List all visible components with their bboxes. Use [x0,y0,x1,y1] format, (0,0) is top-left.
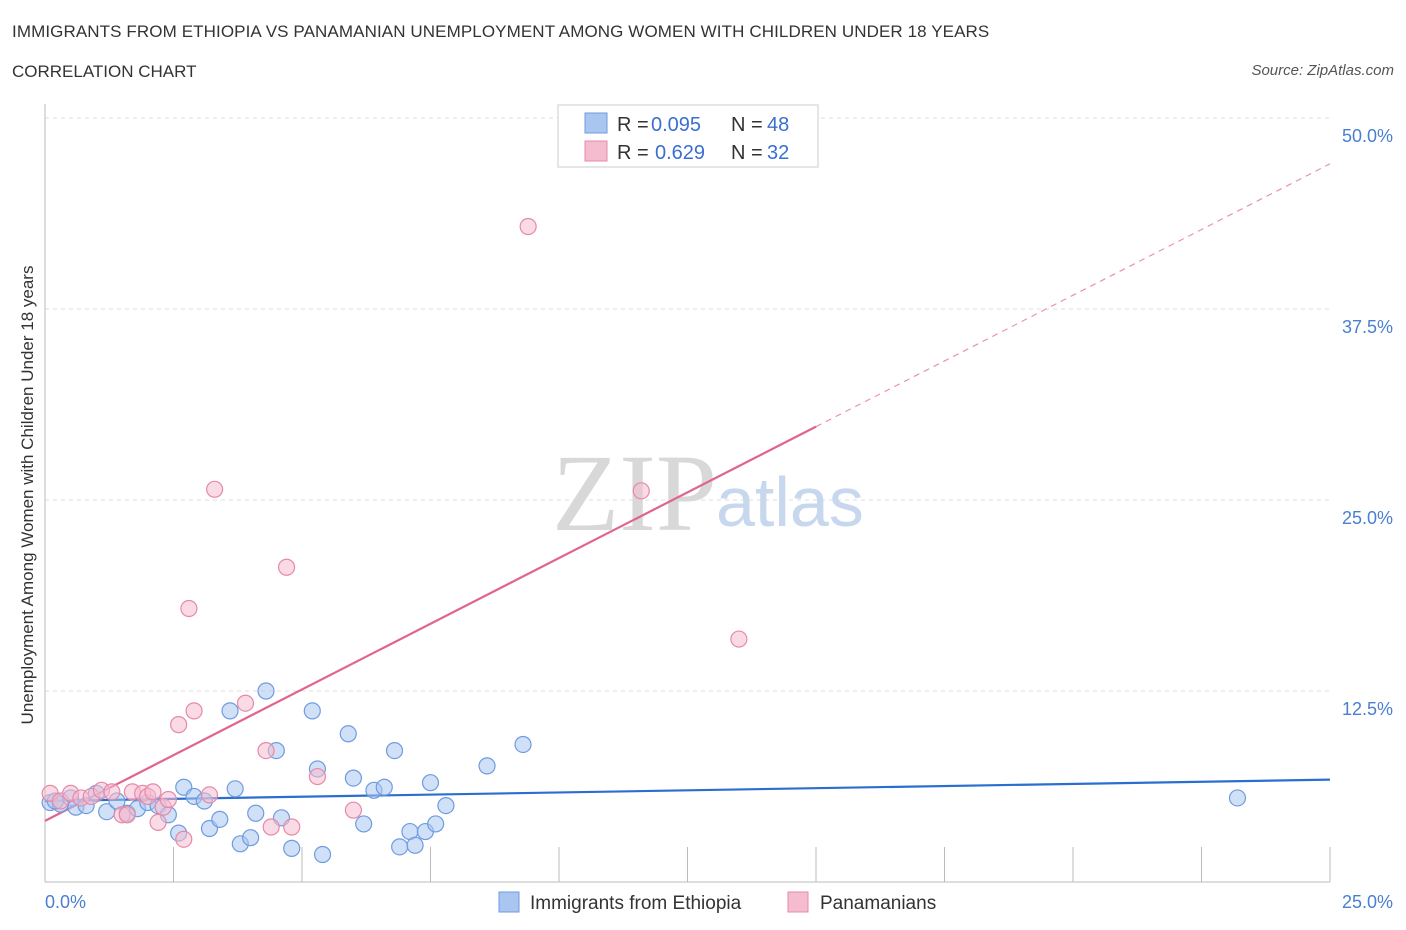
panamanian-point-23 [262,818,280,836]
series-legend: Immigrants from Ethiopia Panamanians [498,891,936,914]
panamanian-point-16 [170,716,188,734]
legend-r-label-panamanians: R = [617,142,649,164]
ethiopia-point-20 [226,780,244,798]
panamanian-point-25 [283,818,301,836]
ethiopia-point-37 [391,838,409,856]
watermark: ZIP atlas [552,432,864,554]
x-tick-label-min: 0.0% [45,892,86,912]
panamanian-point-22 [236,694,255,712]
ethiopia-point-27 [283,839,301,857]
ethiopia-point-30 [313,845,332,864]
y-tick-label-2: 37.5% [1342,317,1393,337]
ethiopia-point-46 [1228,789,1247,807]
panamanian-point-26 [308,767,327,786]
panamanian-point-24 [277,558,296,576]
legend-n-value-ethiopia: 48 [767,114,789,136]
trend-line-1 [44,425,817,822]
panamanian-point-6 [103,783,121,801]
ethiopia-point-18 [211,810,229,828]
ethiopia-point-41 [421,774,440,792]
panamanian-point-21 [206,480,224,498]
ethiopia-point-42 [427,815,445,833]
ethiopia-point-32 [344,769,362,787]
chart-title: IMMIGRANTS FROM ETHIOPIA VS PANAMANIAN U… [12,22,990,41]
x-axis-ticks [44,847,1331,882]
ethiopia-point-45 [514,735,532,754]
ethiopia-point-23 [247,804,265,822]
panamanian-point-15 [159,790,177,809]
data-points [41,217,1247,864]
legend-r-value-ethiopia: 0.095 [651,114,701,136]
source-label: Source: ZipAtlas.com [1251,62,1394,79]
bottom-legend-label-panamanians: Panamanians [820,893,936,914]
trend-line-0 [44,778,1331,803]
y-tick-labels: 12.5% 25.0% 37.5% 50.0% [1342,126,1393,719]
panamanian-point-13 [149,813,167,832]
panamanian-point-20 [200,786,219,804]
bottom-legend-swatch-panamanians [787,891,809,913]
bottom-legend-label-ethiopia: Immigrants from Ethiopia [530,893,742,914]
legend-swatch-ethiopia [584,112,608,134]
ethiopia-point-28 [303,702,321,720]
stats-legend: R = 0.095 N = 48 R = 0.629 N = 32 [557,104,819,168]
legend-n-label-ethiopia: N = [731,114,763,136]
watermark-atlas: atlas [716,463,864,541]
ethiopia-point-19 [221,702,239,720]
ethiopia-point-43 [437,796,455,815]
panamanian-point-12 [144,783,162,801]
ethiopia-point-33 [355,815,373,833]
panamanian-point-18 [180,599,198,618]
ethiopia-point-24 [257,682,275,700]
legend-r-label-ethiopia: R = [617,114,649,136]
legend-n-label-panamanians: N = [731,142,763,164]
legend-n-value-panamanians: 32 [767,142,789,164]
chart-subtitle: CORRELATION CHART [12,62,197,81]
ethiopia-point-22 [242,829,260,847]
panamanian-point-28 [519,217,537,236]
trend-lines [44,163,1331,822]
ethiopia-point-39 [406,836,424,854]
legend-swatch-panamanians [584,140,608,162]
bottom-legend-swatch-ethiopia [498,891,520,913]
trend-line-extension-1 [815,163,1331,428]
ethiopia-point-44 [478,757,496,775]
panamanian-point-8 [118,806,136,824]
y-tick-label-1: 25.0% [1342,508,1393,528]
panamanian-point-27 [344,801,362,819]
panamanian-point-30 [257,741,275,760]
panamanian-point-19 [185,702,203,720]
y-tick-label-0: 12.5% [1342,699,1393,719]
grid-lines [45,117,1330,692]
ethiopia-point-35 [375,778,393,796]
y-tick-label-3: 50.0% [1342,126,1393,146]
panamanian-point-29 [632,482,650,500]
legend-r-value-panamanians: 0.629 [655,142,705,164]
y-axis-label: Unemployment Among Women with Children U… [18,266,37,725]
panamanian-point-17 [175,830,193,848]
panamanian-point-31 [730,630,748,648]
ethiopia-point-31 [339,725,357,743]
ethiopia-point-36 [385,741,404,760]
x-tick-label-max: 25.0% [1342,892,1393,912]
